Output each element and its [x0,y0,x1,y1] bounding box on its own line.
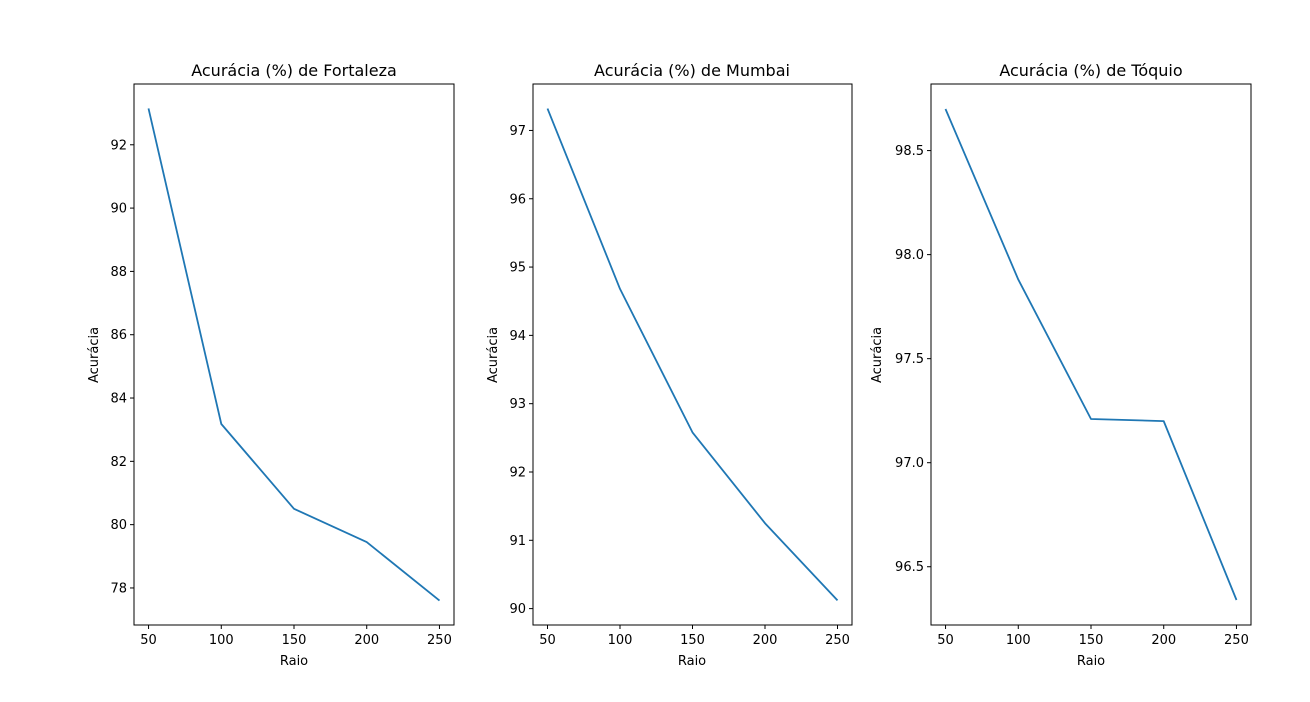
y-tick-label: 78 [110,581,127,596]
y-tick-label: 92 [509,465,526,480]
chart-title: Acurácia (%) de Fortaleza [191,61,397,80]
y-tick-label: 96.5 [895,560,924,575]
y-tick-label: 90 [110,202,127,217]
x-tick-label: 50 [140,633,157,648]
chart-title: Acurácia (%) de Tóquio [999,61,1182,80]
y-tick-label: 98.0 [895,248,924,263]
plot-frame [532,83,853,626]
y-tick-label: 91 [509,534,526,549]
series-line [944,108,1238,601]
x-tick-label: 250 [825,633,850,648]
y-tick-label: 96 [509,192,526,207]
y-tick-label: 86 [110,328,127,343]
y-tick-label: 84 [110,392,127,407]
series-line [147,108,441,602]
x-tick-label: 150 [680,633,705,648]
chart-fortaleza: Acurácia (%) de Fortaleza Raio Acurácia … [87,61,455,669]
x-tick-label: 150 [282,633,307,648]
x-axis-label: Raio [1077,654,1105,669]
x-tick-label: 100 [209,633,234,648]
x-tick-label: 50 [539,633,556,648]
y-tick-label: 88 [110,265,127,280]
y-axis-label: Acurácia [87,327,102,383]
y-tick-label: 92 [110,138,127,153]
y-tick-label: 80 [110,518,127,533]
y-tick-label: 90 [509,602,526,617]
plot-frame [133,83,455,626]
series-line [546,108,839,602]
x-tick-label: 250 [427,633,452,648]
x-tick-label: 200 [354,633,379,648]
y-tick-label: 97.0 [895,456,924,471]
x-tick-label: 100 [608,633,633,648]
y-tick-label: 97 [509,124,526,139]
y-tick-label: 97.5 [895,352,924,367]
x-tick-label: 100 [1006,633,1031,648]
x-tick-label: 200 [753,633,778,648]
x-tick-label: 200 [1151,633,1176,648]
x-tick-label: 150 [1079,633,1104,648]
y-tick-label: 98.5 [895,144,924,159]
x-axis-label: Raio [678,654,706,669]
y-axis-label: Acurácia [870,327,885,383]
y-tick-label: 95 [509,261,526,276]
x-axis-label: Raio [280,654,308,669]
plot-frame [930,83,1252,626]
y-axis-label: Acurácia [486,327,501,383]
y-tick-label: 94 [509,329,526,344]
y-tick-label: 93 [509,397,526,412]
chart-toquio: Acurácia (%) de Tóquio Raio Acurácia 50 1… [870,61,1252,669]
chart-title: Acurácia (%) de Mumbai [594,61,790,80]
x-tick-label: 50 [937,633,954,648]
x-tick-label: 250 [1224,633,1249,648]
y-tick-label: 82 [110,455,127,470]
chart-mumbai: Acurácia (%) de Mumbai Raio Acurácia 50 1… [486,61,853,669]
